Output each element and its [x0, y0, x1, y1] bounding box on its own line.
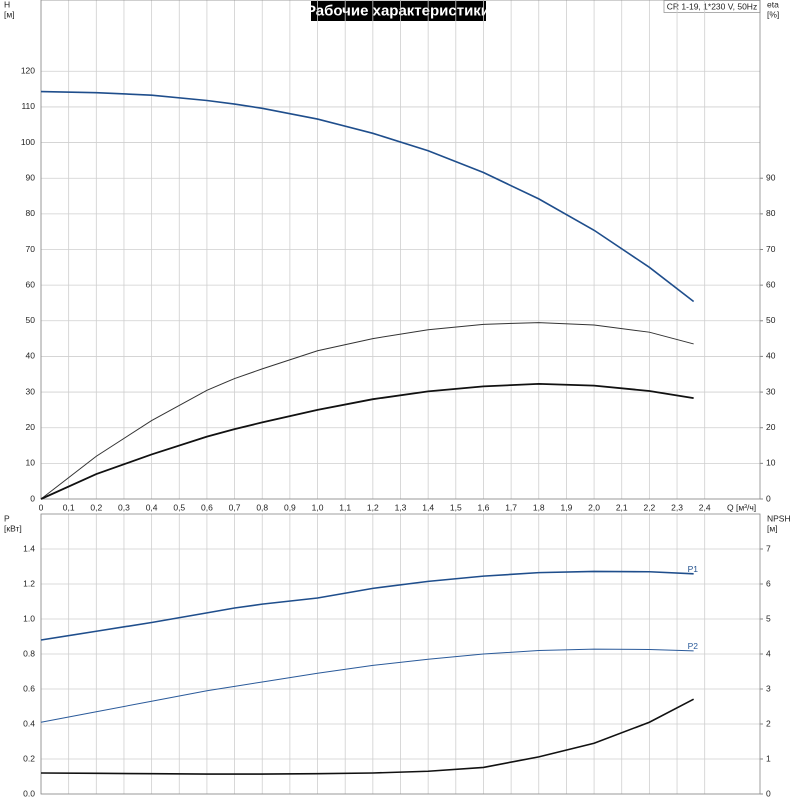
y2-tick-label: 0 [766, 493, 771, 503]
x-tick-label: 2,1 [616, 502, 628, 512]
curve [40, 570, 694, 641]
x-tick-label: 0,8 [256, 502, 268, 512]
y-tick-label: 0.4 [23, 718, 35, 728]
y-axis-title: H [4, 0, 10, 9]
plot-frame [40, 513, 761, 795]
y-axis-title: P [4, 513, 10, 523]
y2-tick-label: 0 [766, 788, 771, 798]
chart-title: Рабочие характеристики [306, 2, 490, 19]
curve [40, 382, 694, 500]
x-tick-label: 0,2 [90, 502, 102, 512]
x-tick-label: 1,7 [505, 502, 517, 512]
y-tick-label: 90 [26, 172, 36, 182]
y-tick-label: 30 [26, 386, 36, 396]
y2-tick-label: 10 [766, 458, 776, 468]
x-tick-label: 1,8 [533, 502, 545, 512]
y-tick-label: 110 [21, 101, 35, 111]
subtitle: CR 1-19, 1*230 V, 50Hz [667, 1, 757, 11]
y2-tick-label: 20 [766, 422, 776, 432]
y-tick-label: 1.2 [23, 578, 35, 588]
y2-tick-label: 90 [766, 172, 776, 182]
y2-axis-unit: [%] [767, 9, 779, 19]
curve [40, 648, 694, 723]
curve [40, 90, 695, 303]
y-tick-label: 120 [21, 66, 35, 76]
x-tick-label: 2,0 [588, 502, 600, 512]
y-tick-label: 0.2 [23, 753, 35, 763]
y-tick-label: 0.8 [23, 648, 35, 658]
x-tick-label: 0 [39, 502, 44, 512]
y-axis-unit: [м] [4, 9, 15, 19]
y-tick-label: 50 [26, 315, 36, 325]
y-tick-label: 100 [21, 137, 35, 147]
y-tick-label: 40 [26, 351, 36, 361]
x-axis-title: Q [м³/ч] [727, 502, 756, 512]
curve-label: P1 [688, 564, 699, 574]
y2-tick-label: 4 [766, 648, 771, 658]
x-tick-label: 1,5 [450, 502, 462, 512]
x-tick-label: 0,1 [63, 502, 75, 512]
x-tick-label: 2,2 [643, 502, 655, 512]
y-tick-label: 80 [26, 208, 36, 218]
x-tick-label: 1,2 [367, 502, 379, 512]
y-tick-label: 0.0 [23, 788, 35, 798]
plot-frame [40, 0, 761, 500]
x-tick-label: 0,9 [284, 502, 296, 512]
x-tick-label: 2,3 [671, 502, 683, 512]
curve-label: P2 [688, 641, 699, 651]
x-tick-label: 0,4 [146, 502, 158, 512]
x-tick-label: 2,4 [699, 502, 711, 512]
x-tick-label: 0,5 [173, 502, 185, 512]
y2-tick-label: 30 [766, 386, 776, 396]
curve [40, 698, 695, 775]
y2-axis-title: NPSH [767, 513, 791, 523]
y-tick-label: 60 [26, 279, 36, 289]
y2-tick-label: 5 [766, 613, 771, 623]
y-tick-label: 20 [26, 422, 36, 432]
y2-tick-label: 6 [766, 578, 771, 588]
x-tick-label: 1,0 [312, 502, 324, 512]
y-tick-label: 10 [26, 458, 36, 468]
y2-tick-label: 80 [766, 208, 776, 218]
x-tick-label: 1,4 [422, 502, 434, 512]
y2-tick-label: 1 [766, 753, 771, 763]
y-axis-unit: [кВт] [4, 523, 22, 533]
y-tick-label: 70 [26, 244, 36, 254]
title-box [311, 1, 486, 21]
x-tick-label: 0,6 [201, 502, 213, 512]
y2-tick-label: 7 [766, 543, 771, 553]
x-tick-label: 0,3 [118, 502, 130, 512]
x-tick-label: 0,7 [229, 502, 241, 512]
curve [40, 322, 694, 500]
y2-tick-label: 40 [766, 351, 776, 361]
x-tick-label: 1,9 [561, 502, 573, 512]
y-tick-label: 1.0 [23, 613, 35, 623]
y-tick-label: 1.4 [23, 543, 35, 553]
x-tick-label: 1,3 [395, 502, 407, 512]
y-tick-label: 0.6 [23, 683, 35, 693]
y2-tick-label: 70 [766, 244, 776, 254]
y2-tick-label: 2 [766, 718, 771, 728]
y2-tick-label: 50 [766, 315, 776, 325]
x-tick-label: 1,1 [339, 502, 351, 512]
x-tick-label: 1,6 [478, 502, 490, 512]
y2-axis-unit: [м] [767, 523, 778, 533]
y-tick-label: 0 [30, 493, 35, 503]
y2-tick-label: 60 [766, 279, 776, 289]
y2-tick-label: 3 [766, 683, 771, 693]
y2-axis-title: eta [767, 0, 779, 9]
